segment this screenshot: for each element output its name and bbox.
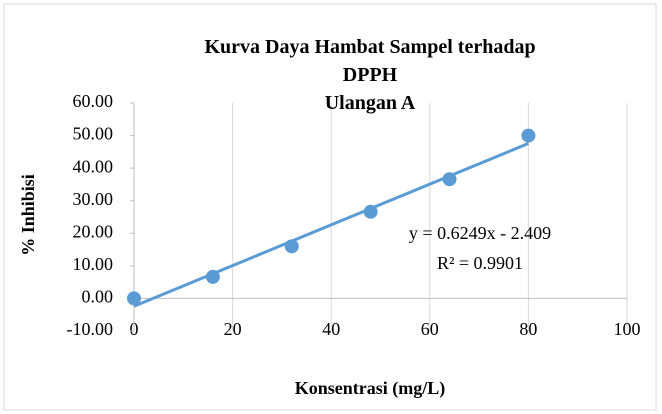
- x-tick-label: 40: [322, 319, 340, 339]
- data-point: [205, 269, 220, 284]
- y-tick-label: -10.00: [67, 319, 114, 339]
- y-axis-label: % Inhibisi: [18, 174, 38, 256]
- data-point: [442, 172, 457, 187]
- y-tick-label: 50.00: [73, 124, 114, 144]
- chart-border: [3, 3, 657, 411]
- x-tick-label: 100: [614, 319, 641, 339]
- y-tick-label: 20.00: [73, 221, 114, 241]
- trendline-r2: R² = 0.9901: [437, 253, 523, 273]
- trendline-equation: y = 0.6249x - 2.409: [409, 223, 551, 243]
- y-tick-label: 60.00: [73, 91, 114, 111]
- chart-title: Kurva Daya Hambat Sampel terhadap DPPH: [204, 36, 536, 86]
- x-tick-label: 80: [519, 319, 537, 339]
- data-point: [521, 128, 536, 143]
- data-point: [363, 204, 378, 219]
- x-tick-label: 60: [421, 319, 439, 339]
- trendline: [133, 142, 529, 308]
- chart-subtitle: Ulangan A: [324, 92, 416, 114]
- y-tick-label: 30.00: [73, 189, 114, 209]
- y-tick-label: 10.00: [73, 254, 114, 274]
- data-point: [127, 291, 141, 306]
- data-point: [284, 239, 299, 254]
- y-tick-label: 40.00: [73, 156, 114, 176]
- x-axis-label: Konsentrasi (mg/L): [295, 378, 446, 399]
- x-tick-label: 20: [224, 319, 242, 339]
- y-tick-label: 0.00: [82, 287, 114, 307]
